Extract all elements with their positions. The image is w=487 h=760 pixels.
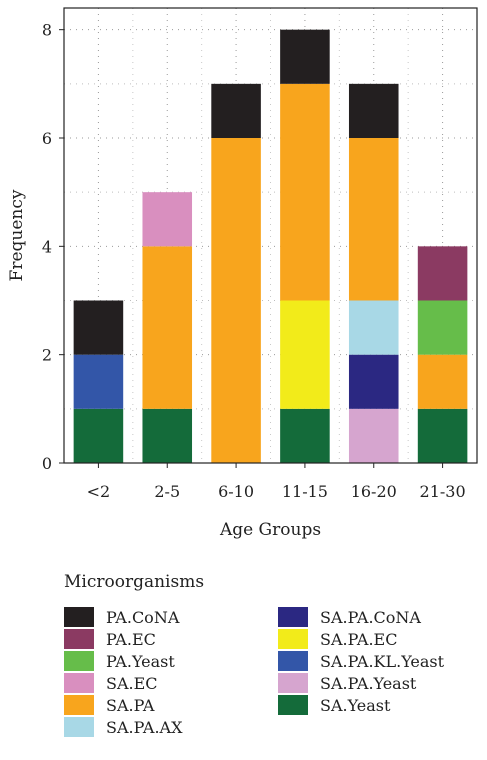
bar-segment [211, 83, 261, 138]
legend-item: SA.PA.EC [278, 628, 397, 650]
bar-segment [417, 408, 468, 463]
bar-segment [142, 408, 193, 463]
legend-swatch [64, 717, 94, 737]
bar-segment [280, 83, 330, 301]
bar-segment [417, 246, 468, 301]
x-tick-label: 16-20 [351, 482, 397, 501]
legend-swatch [278, 673, 308, 693]
legend-label: PA.Yeast [106, 651, 175, 671]
y-tick-label: 6 [42, 129, 52, 148]
legend-label: SA.EC [106, 673, 158, 693]
y-tick-label: 0 [42, 454, 52, 473]
y-tick-label: 2 [42, 346, 52, 365]
x-tick-label: 21-30 [420, 482, 466, 501]
bar-segment [73, 354, 124, 409]
y-axis-label: Frequency [7, 189, 27, 281]
bar-segment [211, 138, 261, 463]
legend-label: SA.PA.AX [106, 717, 183, 737]
legend-swatch [64, 673, 94, 693]
legend-label: PA.EC [106, 629, 156, 649]
bar-segment [280, 29, 330, 84]
x-tick-label: 2-5 [154, 482, 180, 501]
x-tick-label: 11-15 [282, 482, 328, 501]
bar-segment [280, 300, 330, 409]
legend-swatch [64, 651, 94, 671]
legend-label: SA.PA.KL.Yeast [320, 651, 445, 671]
legend-swatch [278, 695, 308, 715]
legend-label: SA.PA [106, 695, 155, 715]
legend-label: SA.PA.CoNA [320, 607, 421, 627]
legend-item: SA.PA.KL.Yeast [278, 650, 444, 672]
legend: Microorganisms PA.CoNA PA.EC PA.Yeast SA.EC… [0, 560, 487, 760]
legend-swatch [278, 607, 308, 627]
legend-item: SA.PA.Yeast [278, 672, 416, 694]
legend-item: PA.CoNA [64, 606, 179, 628]
legend-item: PA.Yeast [64, 650, 175, 672]
legend-swatch [64, 695, 94, 715]
legend-item: SA.EC [64, 672, 158, 694]
x-tick-label: 6-10 [218, 482, 254, 501]
legend-item: SA.PA [64, 694, 154, 716]
legend-swatch [64, 629, 94, 649]
legend-swatch [64, 607, 94, 627]
bar-segment [348, 83, 399, 138]
bar-segment [142, 246, 193, 409]
chart: 0 2 4 6 8 <2 2-5 6-10 11-15 16-20 21-30 Age Groups F… [7, 7, 478, 540]
bar-segment [142, 192, 193, 247]
x-tick-label: <2 [87, 482, 111, 501]
legend-label: PA.CoNA [106, 607, 180, 627]
stacked-bar-chart: 0 2 4 6 8 <2 2-5 6-10 11-15 16-20 21-30 Age Groups F… [7, 7, 478, 540]
legend-label: SA.PA.Yeast [320, 673, 417, 693]
legend-swatch [278, 651, 308, 671]
legend-swatch [278, 629, 308, 649]
bar-segment [348, 300, 399, 355]
bar-segment [348, 138, 399, 301]
bar-segment [417, 354, 468, 409]
bar-segment [73, 300, 124, 355]
legend-item: PA.EC [64, 628, 156, 650]
bar-segment [348, 408, 399, 463]
bar-segment [73, 408, 124, 463]
legend-item: SA.Yeast [278, 694, 390, 716]
x-axis-label: Age Groups [219, 520, 321, 540]
y-tick-label: 8 [42, 21, 52, 40]
plot-frame [63, 7, 478, 464]
legend-title: Microorganisms [64, 572, 205, 592]
legend-label: SA.PA.EC [320, 629, 398, 649]
bar-segment [348, 354, 399, 409]
bar-segment [280, 408, 330, 463]
bar-segment [417, 300, 468, 355]
legend-item: SA.PA.AX [64, 716, 182, 738]
legend-item: SA.PA.CoNA [278, 606, 421, 628]
legend-label: SA.Yeast [320, 695, 391, 715]
y-tick-label: 4 [42, 237, 52, 256]
